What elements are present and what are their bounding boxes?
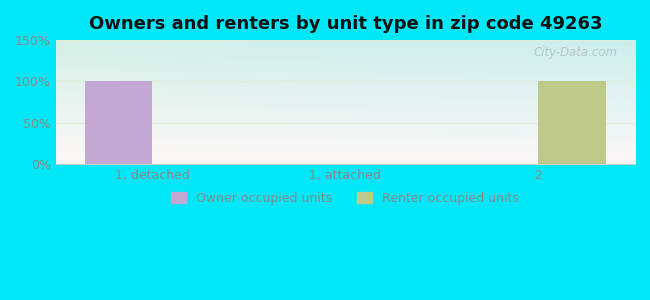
Text: City-Data.com: City-Data.com bbox=[534, 46, 618, 59]
Bar bbox=[538, 82, 606, 164]
Legend: Owner occupied units, Renter occupied units: Owner occupied units, Renter occupied un… bbox=[166, 187, 525, 210]
Bar bbox=[84, 82, 152, 164]
Title: Owners and renters by unit type in zip code 49263: Owners and renters by unit type in zip c… bbox=[88, 15, 602, 33]
